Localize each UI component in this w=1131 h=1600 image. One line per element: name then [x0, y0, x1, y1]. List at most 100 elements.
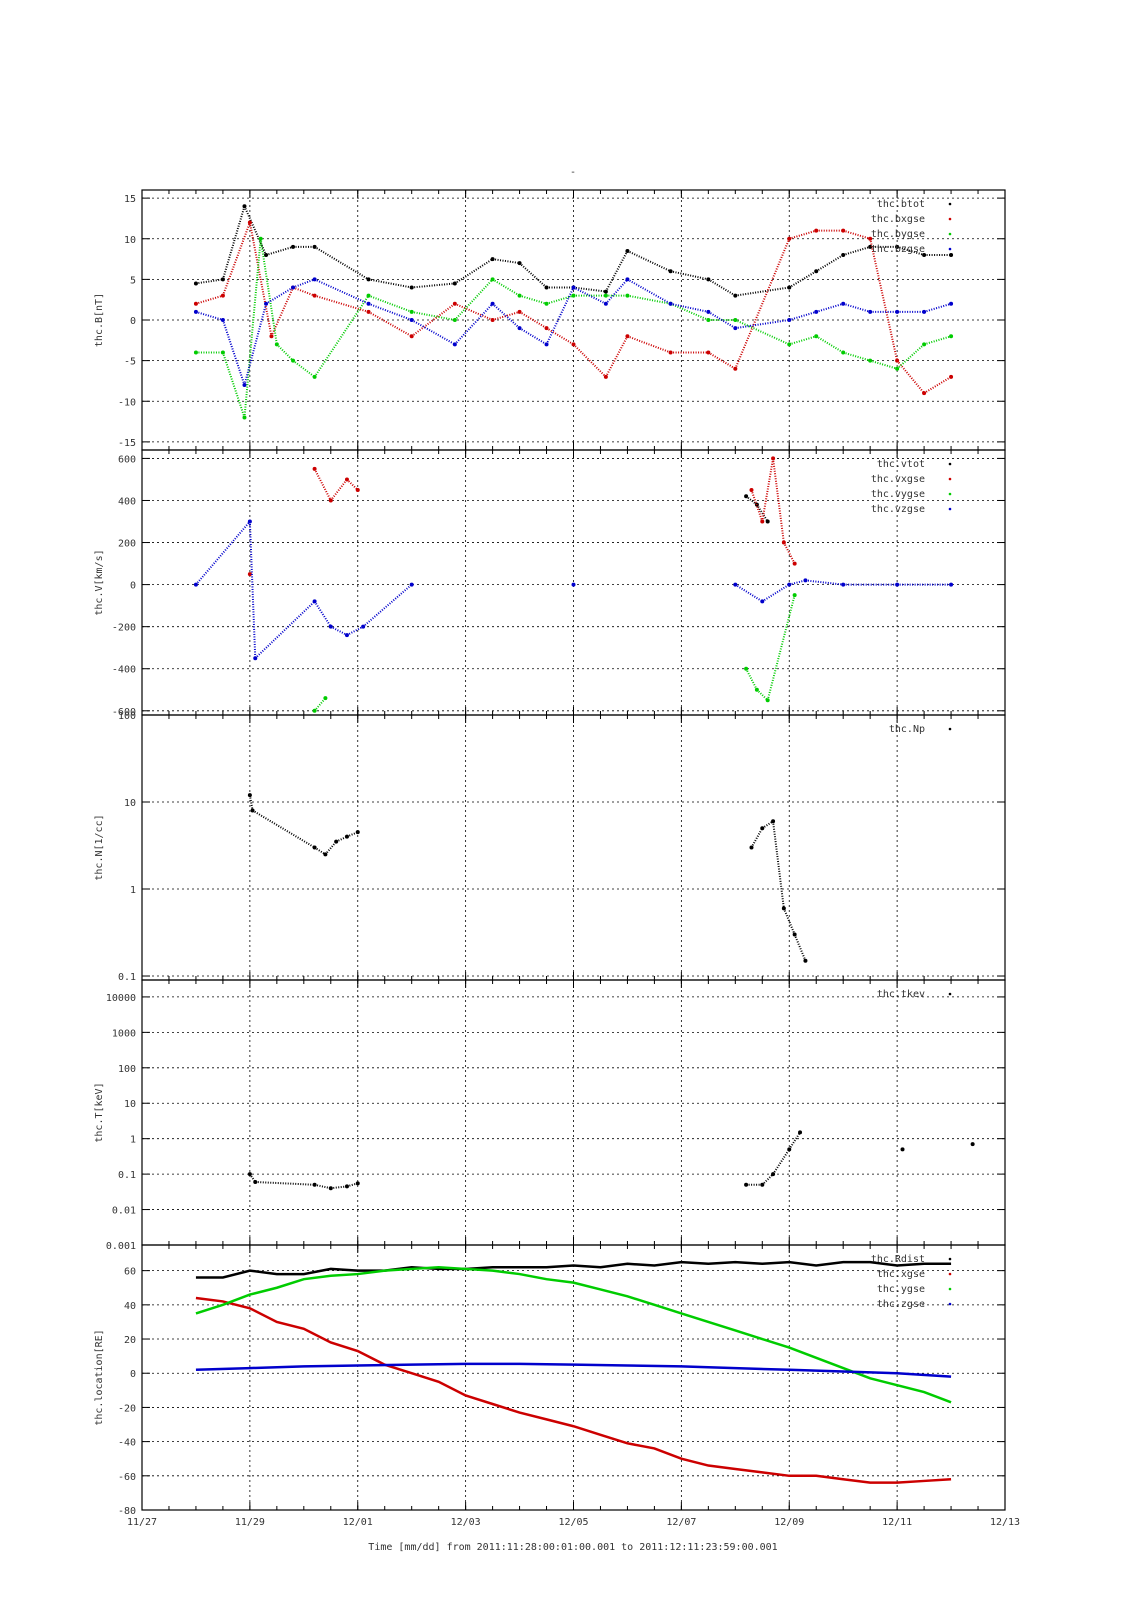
data-segment: [221, 319, 246, 386]
data-segment: [346, 1182, 359, 1188]
y-tick-label: 10: [124, 798, 136, 809]
data-segment: [252, 809, 316, 849]
y-tick-label: -10: [118, 397, 136, 408]
y-tick-label: -60: [118, 1472, 136, 1483]
legend-marker: [948, 1302, 952, 1306]
data-segment: [842, 245, 871, 256]
panel-frame: [141, 1244, 1006, 1511]
data-point: [571, 582, 576, 587]
y-tick-label: -200: [112, 623, 136, 634]
data-point: [253, 656, 258, 661]
data-segment: [491, 303, 521, 329]
y-tick-label: -400: [112, 665, 136, 676]
data-segment: [519, 294, 547, 305]
data-segment: [313, 600, 332, 628]
y-tick-label: 0: [130, 316, 136, 327]
y-tick-label: 60: [124, 1267, 136, 1278]
y-tick-label: -40: [118, 1438, 136, 1449]
legend-label: thc.vtot: [877, 459, 925, 470]
panel-4: -80 -60 -40 -20 0 20 40 60 thc.Rdist thc.xgse thc.…: [94, 1244, 1006, 1517]
x-tick-label: 11/29: [235, 1517, 265, 1528]
data-segment: [788, 335, 817, 346]
data-segment: [923, 302, 952, 313]
data-segment: [896, 343, 925, 370]
data-point: [970, 1142, 975, 1147]
data-segment: [545, 287, 575, 345]
page-title: -: [570, 167, 576, 178]
y-axis-label: thc.B[nT]: [94, 293, 105, 347]
y-tick-label: -600: [112, 707, 136, 718]
data-segment: [572, 343, 607, 378]
y-tick-label: 0.01: [112, 1206, 136, 1217]
y-axis-label: thc.N[1/cc]: [94, 814, 105, 880]
x-tick-label: 12/03: [451, 1517, 481, 1528]
legend-marker: [948, 492, 952, 496]
series-line-1: [195, 1296, 952, 1484]
legend-marker: [948, 992, 952, 996]
data-segment: [368, 311, 413, 338]
data-segment: [869, 238, 899, 361]
legend-marker: [948, 507, 952, 511]
data-segment: [243, 303, 268, 386]
data-point: [792, 593, 797, 598]
y-tick-label: 0: [130, 1369, 136, 1380]
data-segment: [670, 302, 709, 321]
data-segment: [788, 579, 806, 586]
legend-label: thc.btot: [877, 199, 925, 210]
data-segment: [626, 278, 672, 305]
data-segment: [745, 668, 758, 691]
data-segment: [518, 262, 548, 289]
data-segment: [772, 1148, 791, 1175]
data-segment: [627, 335, 671, 354]
legend-marker: [948, 232, 952, 236]
data-segment: [815, 335, 844, 354]
data-segment: [605, 278, 629, 305]
legend-marker: [948, 1287, 952, 1291]
legend-label: thc.ygse: [877, 1284, 925, 1295]
data-segment: [815, 302, 844, 313]
data-segment: [734, 238, 791, 370]
data-segment: [195, 520, 251, 586]
data-segment: [896, 359, 925, 394]
y-tick-label: 0.001: [106, 1241, 136, 1252]
data-segment: [492, 258, 520, 265]
series-line-0: [195, 1260, 952, 1279]
data-point: [323, 696, 328, 701]
y-tick-label: 1: [130, 885, 136, 896]
data-segment: [313, 295, 370, 378]
data-segment: [454, 302, 493, 321]
data-segment: [670, 302, 709, 313]
legend-marker: [948, 462, 952, 466]
data-segment: [707, 278, 736, 297]
data-segment: [546, 294, 574, 305]
y-tick-label: 10000: [106, 993, 136, 1004]
data-segment: [750, 489, 764, 522]
data-point: [803, 958, 808, 963]
legend-label: thc.vygse: [871, 489, 925, 500]
y-tick-label: -20: [118, 1403, 136, 1414]
data-segment: [788, 310, 817, 321]
data-segment: [842, 229, 871, 240]
legend-marker: [948, 477, 952, 481]
data-segment: [707, 351, 736, 370]
legend-label: thc.tkev: [877, 989, 925, 1000]
y-tick-label: 0: [130, 581, 136, 592]
data-segment: [454, 303, 494, 346]
data-segment: [492, 310, 520, 321]
data-point: [355, 487, 360, 492]
data-segment: [314, 294, 369, 313]
y-tick-label: 15: [124, 194, 136, 205]
y-tick-label: -80: [118, 1506, 136, 1517]
data-point: [355, 830, 360, 835]
data-segment: [248, 521, 257, 659]
data-segment: [195, 294, 224, 305]
x-tick-label: 12/11: [882, 1517, 912, 1528]
data-point: [949, 374, 954, 379]
data-segment: [368, 278, 412, 289]
data-segment: [454, 258, 494, 285]
data-point: [247, 572, 252, 577]
x-tick-label: 11/27: [127, 1517, 157, 1528]
y-tick-label: 0.1: [118, 1170, 136, 1181]
data-segment: [362, 583, 413, 628]
data-segment: [519, 327, 548, 346]
